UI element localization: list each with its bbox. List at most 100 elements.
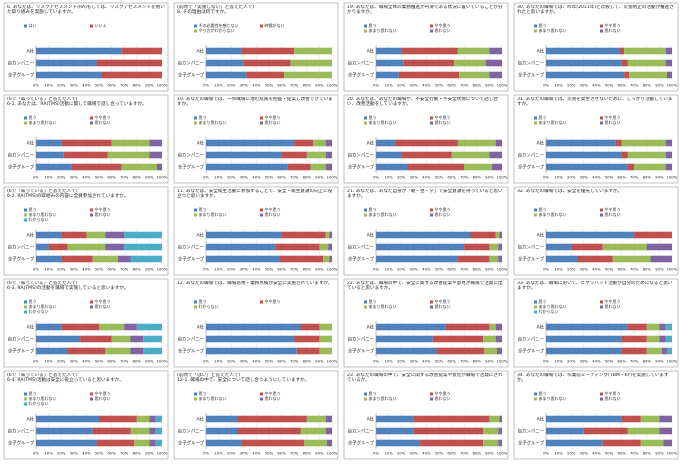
chart-title: 6-2. RA(TMS)の取組みの内容に全員参加されていますか。 <box>7 194 129 200</box>
legend-swatch <box>24 116 27 120</box>
x-tick-label: 60% <box>447 359 456 364</box>
legend-label: あまり思わない <box>29 303 57 309</box>
x-tick-label: 20% <box>57 267 66 272</box>
y-tick-label: 全子グループ <box>518 440 545 447</box>
legend-label: あまり思わない <box>539 119 567 125</box>
legend-label: やや思う <box>605 206 621 212</box>
y-tick-label: 全子グループ <box>8 348 35 355</box>
title-box: (6で「知っている」と答えた人で)6-1. あなたは、RA(TMS)活動に関して… <box>7 97 147 107</box>
x-tick-label: 40% <box>422 451 431 456</box>
legend-swatch <box>534 300 537 304</box>
y-tick-label: 自カンパニー <box>348 244 374 251</box>
bar-segment <box>640 439 664 447</box>
bar-segment <box>457 139 496 147</box>
legend-label: 思わない <box>435 119 451 125</box>
y-tick-label: 全子グループ <box>348 440 375 447</box>
bar-segment <box>646 243 672 251</box>
bar-segment <box>300 323 320 331</box>
legend-label: 思う <box>539 206 547 212</box>
y-tick-label: A社 <box>537 48 545 55</box>
x-tick-label: 30% <box>240 175 249 180</box>
y-tick-label: A社 <box>197 48 205 55</box>
chart-title: 20. あなたは、あなたの職場が、不安全行動・不安全状態について話し合い、改善活… <box>347 97 498 108</box>
legend-label: 思う <box>369 22 377 28</box>
bar-segment <box>634 163 666 171</box>
legend-label: 思う <box>29 390 37 396</box>
bar-segment <box>646 323 660 331</box>
y-tick-label: 自カンパニー <box>518 244 544 251</box>
x-tick-label: 0% <box>33 83 39 88</box>
x-tick-label: 10% <box>44 175 53 180</box>
x-tick-label: 70% <box>460 451 469 456</box>
legend-label: あまり思わない <box>539 27 567 33</box>
x-tick-label: 20% <box>397 267 406 272</box>
legend-label: 思う <box>199 298 207 304</box>
y-tick-label: A社 <box>27 48 35 55</box>
x-tick-label: 0% <box>203 267 209 272</box>
chart-subtitle: (6で「知っている」と答えた人で) <box>7 281 78 286</box>
x-tick-label: 20% <box>397 175 406 180</box>
bar-segment <box>155 427 162 435</box>
bar-segment <box>319 243 329 251</box>
bar-segment <box>326 439 332 447</box>
legend-label: 思わない <box>435 27 451 33</box>
legend-swatch <box>600 300 603 304</box>
x-tick-label: 40% <box>422 175 431 180</box>
legend-swatch <box>194 213 197 217</box>
title-box: 21. あなたは、あなた自身が「朝・昼・夕」で安全意識を持っていると思いますか。 <box>347 189 503 199</box>
x-tick-label: 10% <box>384 267 393 272</box>
x-tick-label: 20% <box>57 175 66 180</box>
legend-label: 時間がない <box>265 22 285 28</box>
x-tick-label: 80% <box>133 83 142 88</box>
x-tick-label: 50% <box>265 267 274 272</box>
bar-segment <box>491 163 502 171</box>
x-tick-label: 80% <box>473 451 482 456</box>
bar-segment <box>498 243 502 251</box>
bar-segment <box>376 415 414 423</box>
bar-segment <box>489 71 502 79</box>
legend-swatch <box>534 397 537 401</box>
x-tick-label: 50% <box>605 359 614 364</box>
chart-title: 6. あなたは、リスクアセスメント(RA)もしくは、リスクアセスメントを用いた取… <box>7 5 165 16</box>
x-tick-label: 20% <box>227 451 236 456</box>
legend-label: やり方がわからない <box>199 27 235 33</box>
y-tick-label: 自カンパニー <box>348 60 374 67</box>
bar-segment <box>101 71 162 79</box>
x-tick-label: 0% <box>543 267 549 272</box>
legend-label: 思う <box>29 298 37 304</box>
y-tick-label: A社 <box>367 324 375 331</box>
bar-segment <box>659 335 666 343</box>
x-tick-label: 0% <box>543 83 549 88</box>
y-tick-label: 自カンパニー <box>178 244 204 251</box>
bar-segment <box>36 71 102 79</box>
y-tick-label: 自カンパニー <box>8 244 34 251</box>
y-tick-label: A社 <box>197 324 205 331</box>
bar-segment <box>376 439 421 447</box>
bar-segment <box>464 163 492 171</box>
legend-label: わからない <box>29 308 49 314</box>
y-tick-label: 全子グループ <box>8 72 35 79</box>
legend-label: 思わない <box>605 119 621 125</box>
x-tick-label: 30% <box>70 267 79 272</box>
title-box: (6で「知っている」と答えた人で)6-3. RA(TMS)の活動を職場で実施して… <box>7 281 129 291</box>
x-tick-label: 90% <box>655 83 664 88</box>
bar-segment <box>124 243 162 251</box>
x-tick-label: 50% <box>265 451 274 456</box>
x-tick-label: 80% <box>303 359 312 364</box>
bar-segment <box>454 59 486 67</box>
legend-swatch <box>90 397 93 401</box>
x-tick-label: 0% <box>203 83 209 88</box>
bar-segment <box>310 163 326 171</box>
x-tick-label: 40% <box>252 359 261 364</box>
y-tick-label: 全子グループ <box>178 72 205 79</box>
x-tick-label: 70% <box>290 83 299 88</box>
x-tick-label: 60% <box>617 175 626 180</box>
bar-segment <box>646 347 662 355</box>
legend-label: やや思う <box>435 206 451 212</box>
legend-swatch <box>24 218 27 222</box>
bar-segment <box>665 151 672 159</box>
x-tick-label: 90% <box>145 83 154 88</box>
x-tick-label: 90% <box>485 267 494 272</box>
bar-segment <box>281 151 307 159</box>
legend-swatch <box>534 392 537 396</box>
